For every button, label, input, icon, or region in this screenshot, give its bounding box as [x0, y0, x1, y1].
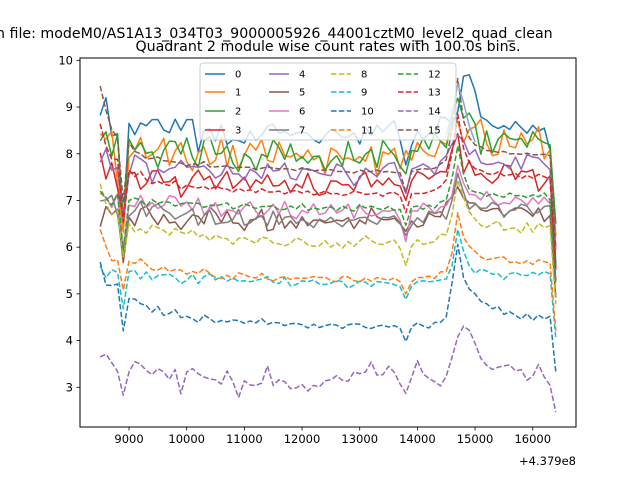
x-tick-label: 9000 [114, 432, 143, 446]
legend-label: 6 [299, 107, 305, 118]
legend-label: 8 [361, 70, 367, 81]
legend-label: 0 [235, 70, 241, 81]
legend-label: 9 [361, 88, 367, 99]
series-line-3 [99, 132, 557, 270]
y-tick-label: 8 [66, 147, 73, 161]
legend-label: 2 [235, 107, 241, 118]
chart-title: Quadrant 2 module wise count rates with … [135, 39, 520, 55]
figure-suptitle: n file: modeM0/AS1A13_034T03_9000005926_… [0, 26, 553, 42]
series-line-10 [99, 243, 557, 373]
legend-label: 4 [299, 70, 305, 81]
legend-label: 1 [235, 88, 241, 99]
series-line-1 [99, 118, 557, 237]
legend-label: 14 [428, 107, 441, 118]
legend-label: 12 [428, 70, 441, 81]
x-tick-label: 14000 [399, 432, 436, 446]
x-tick-label: 15000 [457, 432, 494, 446]
x-tick-label: 10000 [168, 432, 205, 446]
legend-label: 5 [299, 88, 305, 99]
legend-label: 10 [361, 107, 374, 118]
x-tick-label: 12000 [284, 432, 321, 446]
y-axis: 3 4 5 6 7 8 9 10 [58, 53, 80, 394]
legend-label: 13 [428, 88, 441, 99]
y-tick-label: 5 [66, 287, 73, 301]
series-line-4 [99, 134, 557, 248]
legend-label: 7 [299, 126, 305, 137]
series-line-7 [100, 172, 557, 283]
series-line-14 [99, 325, 557, 413]
legend-label: 3 [235, 126, 241, 137]
legend-label: 15 [428, 126, 441, 137]
series-line-15 [99, 77, 557, 250]
x-axis: 9000 10000 11000 12000 13000 14000 15000 16000 [114, 427, 551, 446]
plot-frame [79, 57, 577, 428]
x-tick-label: 16000 [514, 432, 551, 446]
y-tick-label: 7 [66, 193, 73, 207]
x-axis-offset-label: +4.379e8 [519, 454, 576, 468]
series-line-9 [99, 228, 557, 339]
y-tick-label: 10 [58, 53, 73, 67]
legend-frame [199, 62, 457, 141]
series-line-12 [99, 145, 557, 281]
y-tick-label: 4 [66, 334, 73, 348]
series-line-6 [99, 164, 557, 280]
x-tick-label: 11000 [226, 432, 263, 446]
series-line-13 [99, 113, 557, 268]
series-line-5 [99, 186, 557, 298]
y-tick-label: 3 [66, 380, 73, 394]
x-tick-label: 13000 [341, 432, 378, 446]
series-line-2 [99, 97, 557, 224]
series-line-8 [99, 179, 557, 305]
y-tick-label: 6 [66, 240, 73, 254]
series-line-11 [99, 211, 557, 331]
legend-label: 11 [361, 126, 374, 137]
y-tick-label: 9 [66, 100, 73, 114]
